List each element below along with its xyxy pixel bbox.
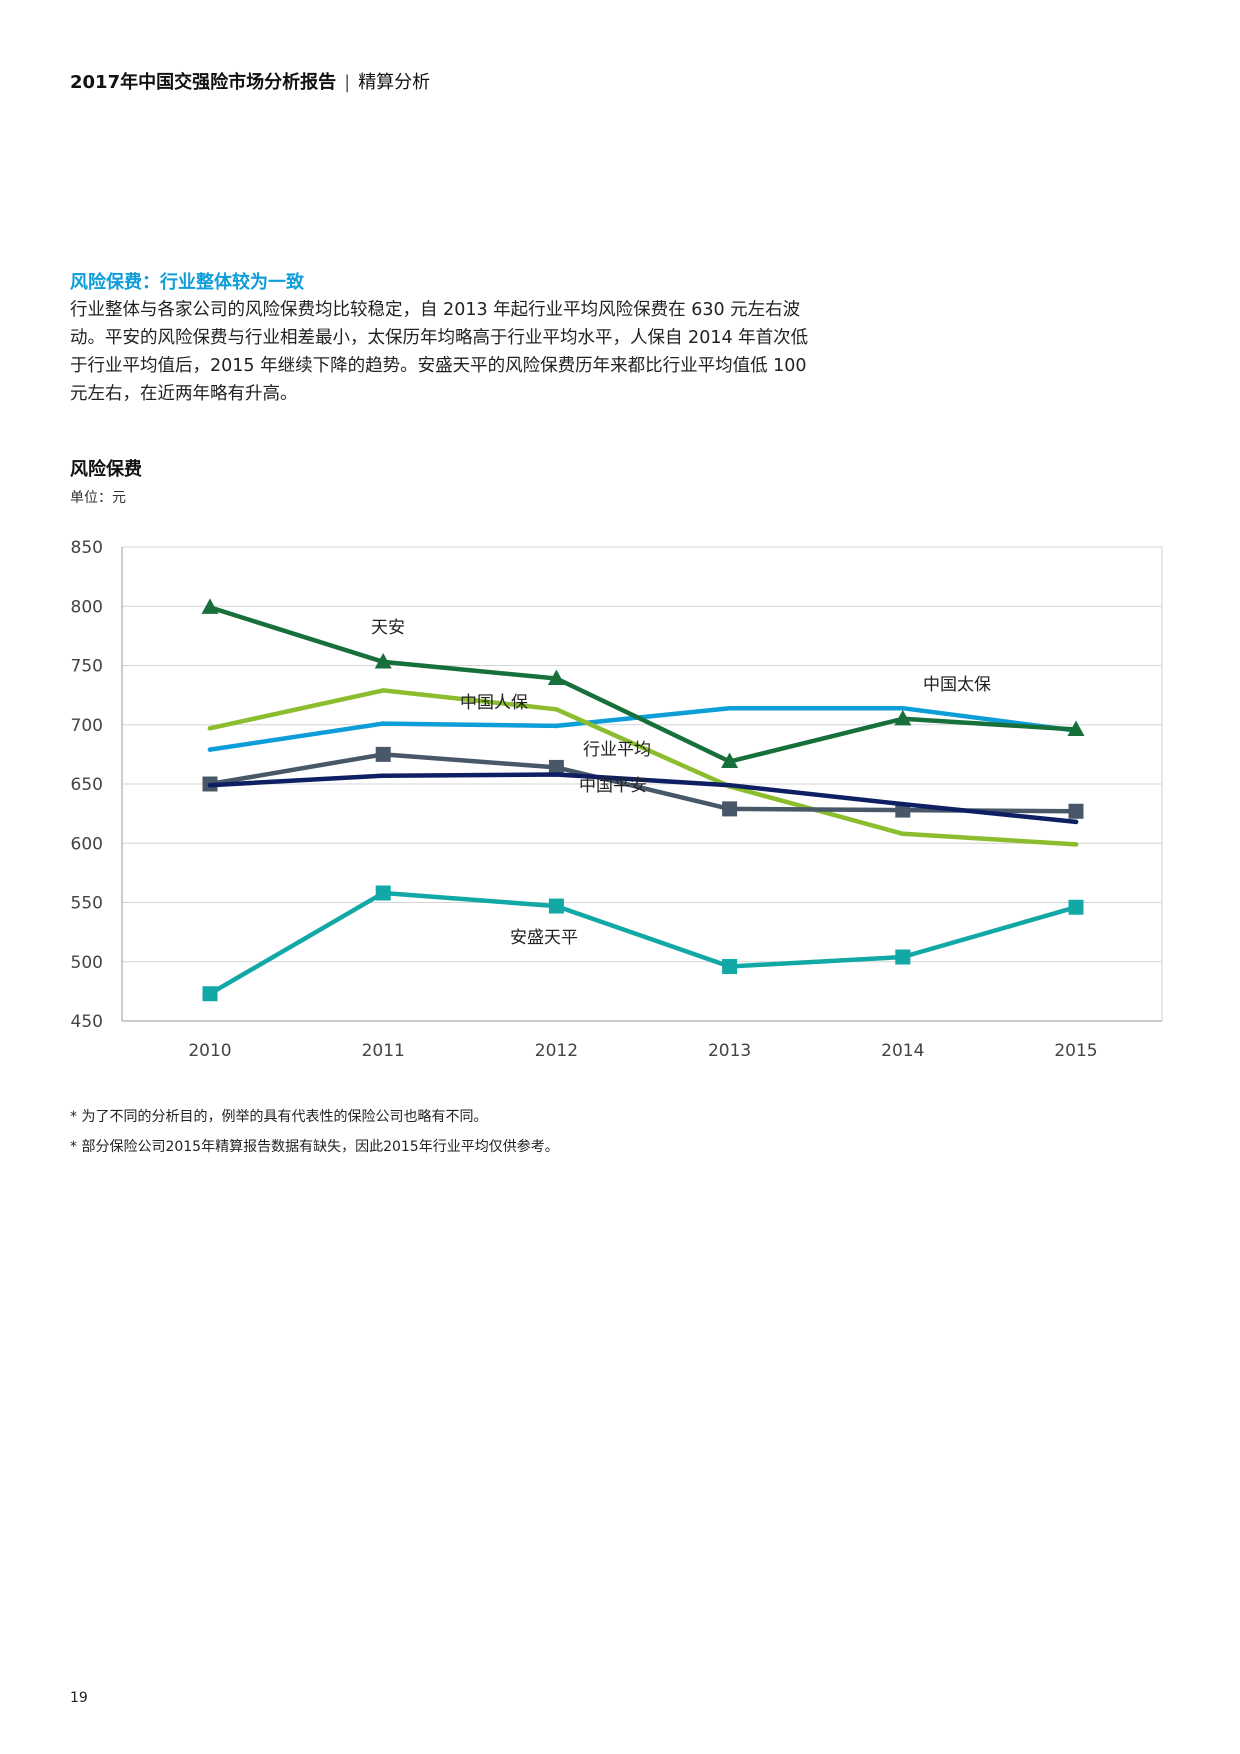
series-label-3: 行业平均 xyxy=(583,740,651,760)
data-point-5-4 xyxy=(895,949,911,965)
data-point-2-2 xyxy=(547,669,565,686)
data-point-5-2 xyxy=(548,898,564,914)
footnote-2: * 部分保险公司2015年精算报告数据有缺失，因此2015年行业平均仅供参考。 xyxy=(70,1139,559,1155)
data-point-4-2 xyxy=(554,772,559,777)
page-number: 19 xyxy=(70,1690,88,1706)
y-tick-label-700: 700 xyxy=(71,716,103,736)
series-line-0 xyxy=(207,705,1079,752)
footnote-1: * 为了不同的分析目的，例举的具有代表性的保险公司也略有不同。 xyxy=(70,1109,488,1125)
series-label-4: 中国平安 xyxy=(579,776,647,796)
data-point-2-3 xyxy=(721,752,739,768)
series-label-0: 中国太保 xyxy=(923,675,991,695)
data-point-0-2 xyxy=(554,723,559,729)
series-line-5 xyxy=(207,890,1079,996)
y-tick-label-450: 450 xyxy=(71,1012,103,1032)
data-point-5-3 xyxy=(722,958,738,974)
report-title: 2017年中国交强险市场分析报告 xyxy=(70,72,337,93)
x-tick-label-2013: 2013 xyxy=(708,1041,751,1061)
data-point-5-0 xyxy=(202,986,218,1002)
data-point-1-1 xyxy=(380,688,386,693)
data-point-0-1 xyxy=(380,721,386,726)
report-header: 2017年中国交强险市场分析报告 | 精算分析 xyxy=(70,68,430,94)
data-point-2-4 xyxy=(894,709,912,726)
chart-title: 风险保费 xyxy=(70,459,142,480)
y-tick-label-550: 550 xyxy=(71,894,103,914)
y-tick-label-600: 600 xyxy=(71,834,103,854)
data-point-1-4 xyxy=(900,831,906,837)
data-point-3-5 xyxy=(1068,803,1084,819)
data-point-4-5 xyxy=(1073,819,1079,825)
series-line-4 xyxy=(207,772,1079,825)
series-label-2: 天安 xyxy=(371,618,405,638)
data-point-0-4 xyxy=(900,705,906,711)
x-tick-label-2011: 2011 xyxy=(362,1041,405,1061)
data-point-3-2 xyxy=(548,759,564,775)
data-point-2-5 xyxy=(1067,720,1085,736)
series-line-1 xyxy=(207,688,1079,847)
data-point-2-0 xyxy=(201,598,219,614)
series-label-5: 安盛天平 xyxy=(510,928,578,948)
data-point-0-3 xyxy=(727,705,732,711)
data-point-3-3 xyxy=(722,801,738,817)
x-tick-label-2015: 2015 xyxy=(1054,1041,1097,1061)
chart-unit-label: 单位：元 xyxy=(70,490,126,506)
report-section: 精算分析 xyxy=(358,72,431,93)
data-point-0-0 xyxy=(207,747,213,752)
x-tick-label-2012: 2012 xyxy=(535,1041,578,1061)
data-point-1-5 xyxy=(1073,842,1079,847)
data-point-4-1 xyxy=(380,773,386,779)
series-label-1: 中国人保 xyxy=(460,693,528,713)
section-title: 风险保费：行业整体较为一致 xyxy=(70,272,304,293)
data-point-1-0 xyxy=(207,726,213,731)
data-point-4-0 xyxy=(207,782,213,788)
y-tick-label-750: 750 xyxy=(71,657,103,677)
x-tick-label-2014: 2014 xyxy=(881,1041,924,1061)
x-tick-label-2010: 2010 xyxy=(188,1041,231,1061)
series-line-3 xyxy=(207,752,1079,814)
y-tick-label-500: 500 xyxy=(71,953,103,973)
y-tick-label-800: 800 xyxy=(71,597,103,617)
data-point-4-4 xyxy=(900,801,906,807)
data-point-1-2 xyxy=(554,707,559,712)
data-point-2-1 xyxy=(374,652,392,669)
header-separator: | xyxy=(344,72,351,93)
y-tick-label-850: 850 xyxy=(71,538,103,558)
series-line-2 xyxy=(207,605,1079,764)
data-point-5-5 xyxy=(1068,899,1084,915)
data-point-4-3 xyxy=(727,782,732,788)
y-tick-label-650: 650 xyxy=(71,775,103,795)
data-point-3-1 xyxy=(375,746,391,762)
section-paragraph: 行业整体与各家公司的风险保费均比较稳定，自 2013 年起行业平均风险保费在 6… xyxy=(70,300,809,404)
data-point-5-1 xyxy=(375,885,391,901)
